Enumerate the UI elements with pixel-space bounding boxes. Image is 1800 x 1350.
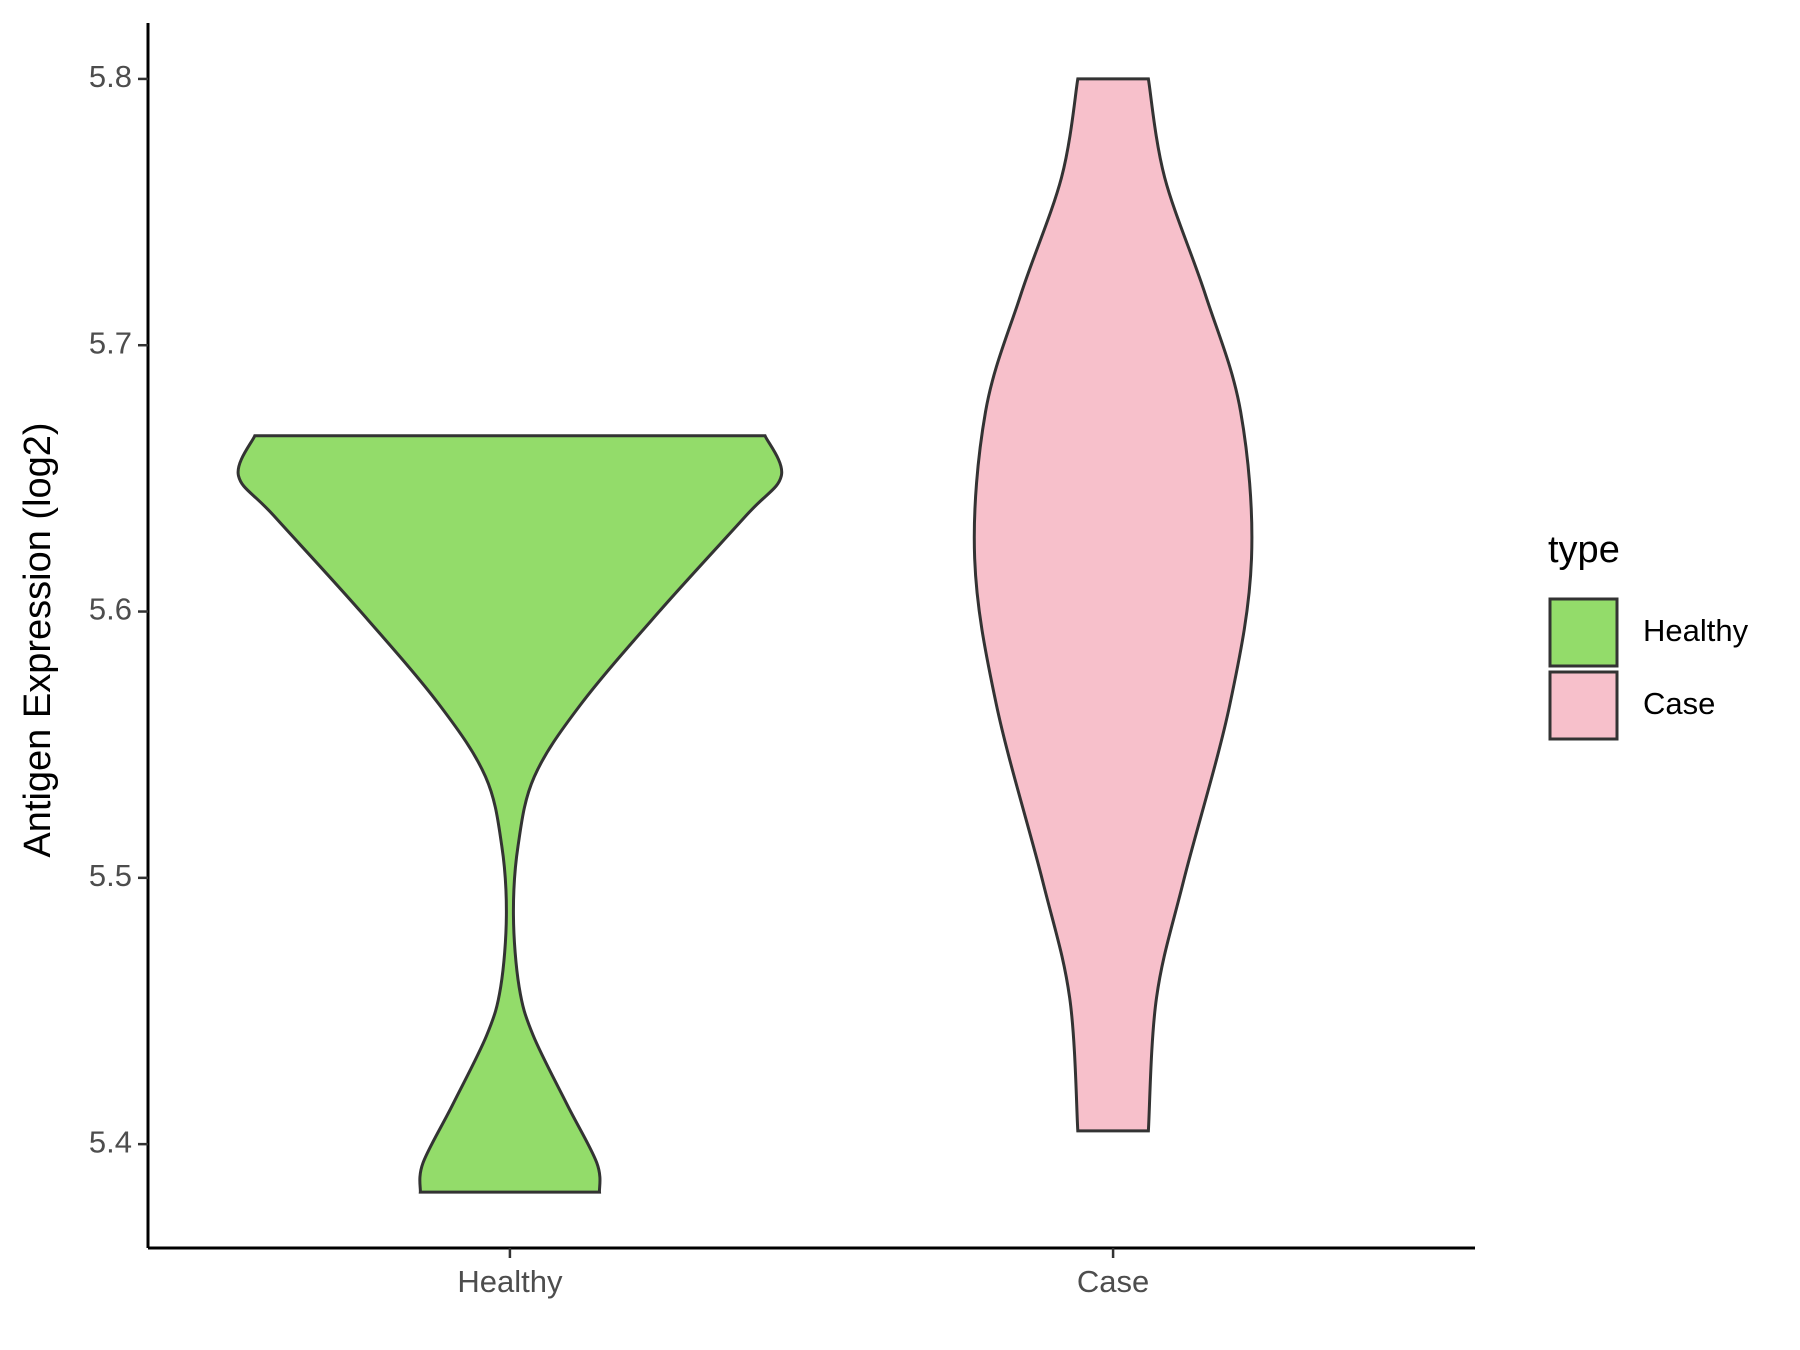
y-tick-label: 5.6 <box>89 592 132 627</box>
legend-label: Case <box>1643 686 1715 721</box>
y-axis-title: Antigen Expression (log2) <box>17 422 59 857</box>
legend-label: Healthy <box>1643 613 1749 648</box>
legend-key <box>1548 670 1619 741</box>
y-tick-label: 5.5 <box>89 858 132 893</box>
y-tick-label: 5.8 <box>89 59 132 94</box>
violin <box>236 434 784 1194</box>
x-tick-label: Case <box>1077 1264 1149 1299</box>
x-tick-label: Healthy <box>457 1264 563 1299</box>
y-tick-label: 5.4 <box>89 1124 132 1159</box>
legend-key <box>1548 597 1619 668</box>
y-tick-label: 5.7 <box>89 325 132 360</box>
legend-title: type <box>1548 529 1620 571</box>
violin <box>972 77 1254 1133</box>
